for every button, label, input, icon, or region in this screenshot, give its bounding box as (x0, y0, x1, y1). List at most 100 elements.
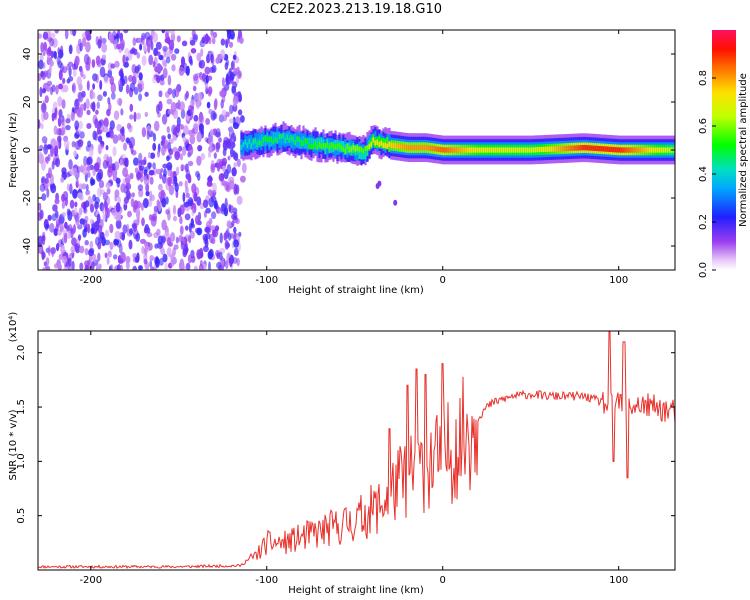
signal-cell (510, 147, 513, 153)
noise-cell (143, 226, 149, 234)
noise-cell (224, 197, 228, 209)
noise-cell (193, 114, 199, 122)
noise-cell (216, 252, 221, 259)
signal-cell (652, 147, 655, 153)
signal-cell (570, 145, 573, 151)
signal-cell (542, 146, 545, 153)
noise-cell (101, 37, 107, 44)
signal-cell (394, 143, 397, 149)
noise-cell (38, 235, 43, 246)
signal-cell (400, 144, 403, 150)
signal-cell (554, 146, 557, 152)
noise-cell (161, 144, 166, 156)
signal-cell (364, 148, 367, 160)
noise-cell (144, 111, 148, 117)
noise-cell (393, 199, 398, 206)
noise-cell (118, 69, 124, 77)
noise-cell (171, 64, 176, 72)
noise-cell (57, 96, 63, 107)
noise-cell (213, 152, 217, 159)
noise-cell (133, 157, 139, 166)
noise-cell (189, 59, 193, 66)
noise-cell (175, 236, 179, 244)
noise-cell (92, 83, 95, 90)
noise-cell (45, 84, 51, 92)
noise-cell (183, 125, 189, 136)
noise-cell (54, 145, 59, 156)
noise-cell (99, 66, 106, 78)
signal-cell (604, 146, 607, 152)
signal-cell (382, 142, 385, 148)
noise-cell (82, 219, 88, 229)
signal-cell (378, 141, 381, 148)
noise-cell (50, 138, 57, 149)
noise-cell (58, 69, 63, 81)
signal-cell (636, 147, 639, 153)
noise-cell (123, 142, 127, 151)
noise-cell (96, 172, 102, 182)
signal-cell (536, 147, 539, 153)
signal-cell (470, 147, 473, 153)
y-tick-label: 1.5 (16, 399, 27, 415)
noise-cell (85, 30, 91, 41)
signal-cell (298, 136, 301, 143)
noise-cell (62, 77, 66, 84)
signal-cell (370, 141, 373, 148)
colorbar-tick-label: 0.2 (698, 214, 709, 230)
signal-cell (436, 146, 439, 152)
noise-cell (101, 236, 106, 247)
signal-cell (448, 147, 451, 153)
noise-cell (228, 203, 232, 213)
noise-cell (229, 72, 235, 81)
noise-cell (112, 146, 117, 157)
noise-cell (196, 196, 202, 206)
noise-cell (205, 232, 211, 240)
signal-cell (286, 134, 289, 140)
noise-cell (144, 31, 151, 40)
signal-cell (654, 147, 657, 153)
noise-cell (103, 153, 109, 162)
signal-cell (566, 145, 569, 151)
signal-cell (290, 136, 293, 148)
noise-cell (182, 146, 187, 156)
snr-y-label: SNR (10 * v/v) (8, 409, 19, 480)
noise-cell (78, 207, 82, 217)
signal-cell (588, 145, 591, 151)
noise-cell (167, 87, 173, 95)
signal-cell (318, 141, 321, 147)
signal-cell (272, 139, 275, 145)
noise-cell (169, 39, 175, 51)
signal-cell (578, 145, 581, 151)
colorbar-tick-label: 0.8 (698, 70, 709, 86)
signal-cell (540, 146, 543, 153)
noise-cell (57, 117, 62, 127)
noise-cell (106, 257, 110, 265)
signal-cell (282, 133, 285, 139)
noise-cell (148, 214, 153, 221)
noise-cell (113, 254, 118, 260)
noise-cell (140, 238, 146, 244)
noise-cell (145, 190, 150, 197)
noise-cell (377, 180, 382, 187)
noise-cell (184, 213, 191, 221)
noise-cell (53, 51, 58, 60)
noise-cell (211, 55, 215, 66)
signal-cell (280, 133, 283, 139)
noise-cell (152, 76, 157, 84)
noise-cell (189, 39, 196, 46)
noise-cell (228, 118, 235, 124)
snr-x-label: Height of straight line (km) (288, 585, 424, 596)
signal-cell (462, 147, 465, 153)
signal-cell (378, 135, 381, 147)
signal-cell (490, 147, 493, 153)
signal-cell (330, 142, 333, 148)
noise-cell (40, 102, 47, 113)
noise-cell (182, 192, 186, 203)
signal-cell (364, 145, 367, 151)
noise-cell (198, 263, 204, 270)
signal-cell (442, 147, 445, 153)
noise-cell (66, 208, 71, 216)
noise-cell (180, 56, 186, 67)
signal-cell (524, 147, 527, 153)
noise-cell (188, 145, 194, 156)
